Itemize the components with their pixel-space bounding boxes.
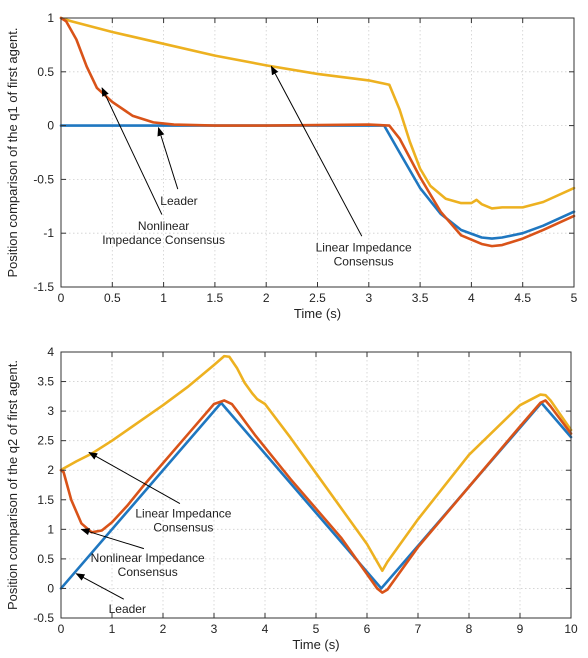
y-tick-label: 3.5 (37, 375, 54, 389)
y-tick-label: 0 (47, 119, 54, 133)
annotation-arrow (157, 126, 179, 190)
annotation-arrow (75, 573, 125, 600)
x-tick-label: 1 (160, 291, 167, 305)
x-tick-label: 10 (564, 622, 578, 636)
y-tick-label: 3 (47, 404, 54, 418)
y-tick-label: 2 (47, 463, 54, 477)
y-tick-label: 0.5 (37, 552, 54, 566)
y-axis-label: Position comparison of the q2 of first a… (5, 360, 20, 610)
x-tick-label: 1.5 (207, 291, 224, 305)
x-tick-label: 0 (58, 291, 65, 305)
x-tick-label: 3 (365, 291, 372, 305)
annotation-arrow (101, 87, 163, 215)
annotation-text: Linear Impedance (135, 506, 231, 520)
annotation-text: Leader (160, 194, 197, 208)
q1-position-chart: 0 0.5 1 1.5 2 2.5 3 3.5 4 4.5 5 -1.5 -1 -0.5 0 0.5 1 Time… (5, 11, 578, 321)
y-tick-label: 4 (47, 345, 54, 359)
x-axis-label: Time (s) (292, 637, 339, 652)
series-line-leader (59, 401, 573, 590)
annotation-text: Nonlinear (138, 219, 189, 233)
annotation-text: Leader (109, 602, 146, 616)
x-tick-label: 5 (313, 622, 320, 636)
y-tick-label: -0.5 (33, 611, 54, 625)
annotation-text: Consensus (118, 565, 178, 579)
y-tick-label: 0.5 (37, 65, 54, 79)
x-axis-label: Time (s) (294, 306, 341, 321)
x-tick-label: 4.5 (514, 291, 531, 305)
x-tick-label: 2 (263, 291, 270, 305)
x-tick-label: 0 (58, 622, 65, 636)
y-tick-label: 1 (47, 522, 54, 536)
x-tick-label: 2.5 (309, 291, 326, 305)
annotation-text: Linear Impedance (316, 241, 412, 255)
series-line-nonlinear (59, 399, 573, 594)
y-tick-label: 1.5 (37, 493, 54, 507)
annotation-arrow (88, 452, 181, 504)
x-tick-label: 5 (571, 291, 578, 305)
x-tick-label: 2 (160, 622, 167, 636)
x-tick-label: 1 (109, 622, 116, 636)
series-line-linear (59, 16, 576, 210)
series-line-leader (59, 124, 576, 240)
annotation-text: Nonlinear Impedance (91, 551, 205, 565)
y-tick-label: 1 (47, 11, 54, 25)
x-tick-label: 8 (466, 622, 473, 636)
y-tick-label: -0.5 (33, 172, 54, 186)
q2-position-chart: 0 1 2 3 4 5 6 7 8 9 10 -0.5 0 0.5 1 1.5 2 2.5 3 3.5 4 Time (s… (5, 345, 578, 652)
annotation-text: Consensus (153, 520, 213, 534)
x-tick-label: 4 (262, 622, 269, 636)
y-tick-label: -1 (43, 226, 54, 240)
x-tick-label: 0.5 (104, 291, 121, 305)
y-tick-label: 0 (47, 581, 54, 595)
annotation-arrow (270, 65, 363, 237)
annotation-arrow (80, 528, 145, 550)
annotation-text: Consensus (334, 255, 394, 269)
y-tick-label: -1.5 (33, 280, 54, 294)
x-tick-label: 3 (211, 622, 218, 636)
x-tick-label: 6 (364, 622, 371, 636)
x-tick-label: 7 (415, 622, 422, 636)
y-axis-label: Position comparison of the q1 of first a… (5, 27, 20, 277)
series-line-linear (59, 354, 573, 573)
x-tick-label: 9 (517, 622, 524, 636)
series-line-nonlinear (59, 16, 576, 248)
y-tick-label: 2.5 (37, 434, 54, 448)
annotation-text: Impedance Consensus (102, 233, 225, 247)
x-tick-label: 4 (468, 291, 475, 305)
x-tick-label: 3.5 (412, 291, 429, 305)
